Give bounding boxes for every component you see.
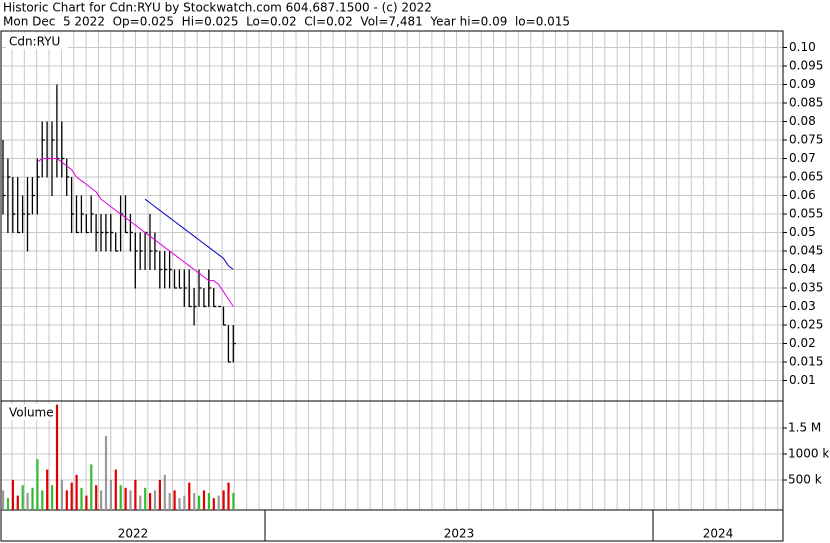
header-line-2: Mon Dec 5 2022 Op=0.025 Hi=0.025 Lo=0.02… — [3, 15, 570, 29]
volume-bar — [202, 490, 206, 510]
volume-bar — [85, 495, 88, 510]
volume-bar — [222, 490, 225, 510]
volume-bar — [60, 480, 63, 510]
y-tick-label: 0.02 — [789, 336, 816, 350]
header-line-1: Historic Chart for Cdn:RYU by Stockwatch… — [3, 1, 432, 15]
volume-bar — [55, 404, 59, 510]
volume-bar — [41, 490, 44, 510]
y-tick-label: 0.07 — [789, 151, 816, 165]
label-bg — [6, 404, 58, 420]
volume-bar — [124, 487, 127, 510]
y-tick-label: 0.065 — [789, 170, 823, 184]
volume-bar — [183, 495, 186, 510]
y-tick-label: 0.075 — [789, 133, 823, 147]
x-tick-label: 2022 — [118, 527, 149, 541]
volume-bar — [11, 480, 14, 510]
volume-bar — [163, 474, 166, 510]
y-tick-label: 0.085 — [789, 96, 823, 110]
x-tick-label: 2023 — [444, 527, 475, 541]
y-tick-label: 0.09 — [789, 77, 816, 91]
x-axis-frame — [0, 509, 784, 542]
volume-bar — [149, 493, 152, 510]
volume-bar — [100, 490, 103, 510]
y-tick-label: 0.03 — [789, 299, 816, 313]
y-tick-label: 0.04 — [789, 262, 816, 276]
y-tick-label: 0.035 — [789, 281, 823, 295]
volume-bar — [144, 487, 147, 510]
volume-bar — [109, 480, 112, 510]
volume-bar — [46, 469, 49, 510]
y2-tick-label: 500 k — [788, 473, 822, 487]
volume-bar — [114, 469, 117, 510]
volume-bar — [104, 435, 108, 510]
volume-bar — [168, 493, 171, 510]
volume-bar — [188, 482, 191, 510]
moving-average-line — [36, 158, 234, 307]
volume-bar — [158, 480, 161, 510]
volume-bar — [31, 487, 34, 510]
volume-bar — [217, 495, 220, 510]
volume-bar — [129, 490, 132, 510]
volume-bar — [207, 493, 210, 510]
volume-bar — [26, 493, 29, 510]
y-tick-label: 0.01 — [789, 373, 816, 387]
volume-bar — [95, 485, 98, 510]
volume-bar — [51, 485, 54, 510]
volume-bar — [75, 474, 78, 510]
moving-average-line — [144, 198, 234, 270]
y-tick-label: 0.08 — [789, 114, 816, 128]
volume-bar — [16, 495, 19, 510]
volume-bar — [198, 495, 201, 510]
volume-bar — [90, 464, 93, 510]
y-tick-label: 0.055 — [789, 207, 823, 221]
y-tick-label: 0.05 — [789, 225, 816, 239]
y-tick-label: 0.045 — [789, 244, 823, 258]
y-tick-label: 0.10 — [789, 40, 816, 54]
y-tick-label: 0.095 — [789, 59, 823, 73]
volume-bar — [139, 495, 142, 510]
volume-bar — [134, 480, 137, 510]
volume-bar — [232, 493, 235, 510]
volume-bar — [173, 490, 176, 510]
volume-bar — [119, 485, 122, 510]
volume-bar — [193, 493, 196, 510]
volume-bar — [6, 498, 10, 510]
volume-bar — [80, 487, 83, 510]
label-bg — [6, 33, 68, 49]
volume-bar — [227, 482, 230, 510]
y2-tick-label: 1.5 M — [788, 421, 821, 435]
price-panel-label: Cdn:RYU — [9, 35, 60, 49]
volume-bar — [70, 482, 73, 510]
volume-bar — [212, 498, 215, 510]
volume-bar — [2, 490, 5, 510]
volume-bar — [65, 490, 68, 510]
volume-bar — [21, 485, 24, 510]
volume-bar — [36, 459, 39, 510]
y2-tick-label: 1000 k — [788, 447, 829, 461]
x-tick-label: 2024 — [703, 527, 734, 541]
volume-bar — [153, 490, 157, 510]
volume-panel-label: Volume — [9, 406, 54, 420]
y-tick-label: 0.025 — [789, 318, 823, 332]
y-tick-label: 0.06 — [789, 188, 816, 202]
volume-bar — [178, 498, 181, 510]
y-tick-label: 0.015 — [789, 355, 823, 369]
